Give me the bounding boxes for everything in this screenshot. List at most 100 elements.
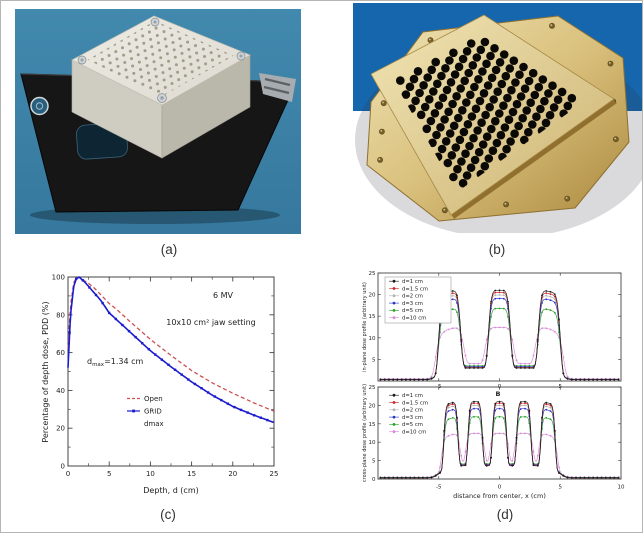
- series-marker: [481, 436, 484, 439]
- series-marker: [498, 294, 501, 296]
- collimator-hole: [470, 82, 479, 92]
- series-marker: [609, 378, 611, 381]
- series-marker: [502, 291, 505, 294]
- series-marker: [524, 402, 526, 405]
- series-marker: [481, 367, 484, 369]
- screw-highlight: [565, 197, 568, 199]
- series-marker: [524, 404, 526, 407]
- collimator-hole: [466, 39, 476, 48]
- x-tick-label: 10: [146, 470, 155, 478]
- series-marker: [566, 377, 569, 380]
- series-marker: [498, 289, 501, 292]
- series-marker: [502, 409, 505, 412]
- collimator-hole: [487, 73, 497, 83]
- block-hole: [152, 60, 156, 64]
- series-marker: [379, 477, 382, 479]
- legend-label: d=3 cm: [402, 301, 423, 307]
- caption-d: (d): [496, 507, 514, 522]
- series-marker: [536, 454, 539, 457]
- series-marker: [451, 290, 454, 292]
- block-hole: [210, 58, 214, 62]
- series-marker: [206, 391, 210, 394]
- collimator-hole: [455, 135, 465, 145]
- series-marker: [511, 354, 514, 357]
- screw-icon: [150, 17, 160, 27]
- series-marker: [545, 298, 548, 301]
- collimator-hole: [437, 144, 447, 154]
- series-marker: [549, 404, 552, 407]
- series-marker: [464, 450, 467, 453]
- series-marker: [400, 378, 403, 381]
- collimator-hole: [506, 137, 515, 146]
- collimator-hole: [489, 95, 498, 104]
- series-marker: [400, 477, 403, 479]
- collimator-hole: [448, 99, 457, 109]
- collimator-hole: [520, 84, 530, 93]
- collimator-hole: [422, 124, 432, 134]
- series-marker: [498, 400, 501, 403]
- series-marker: [583, 378, 586, 381]
- collimator-hole: [462, 98, 471, 107]
- y-tick-label: 100: [52, 274, 65, 282]
- collimator-hole: [445, 129, 455, 138]
- series-marker: [413, 378, 416, 381]
- y-tick-label: 10: [369, 336, 376, 342]
- series-marker: [498, 297, 501, 300]
- series-marker: [460, 454, 463, 457]
- block-hole: [153, 67, 157, 71]
- series-marker: [494, 297, 497, 300]
- series-marker: [447, 406, 450, 409]
- series-marker: [532, 354, 535, 357]
- series-marker: [549, 403, 552, 405]
- block-hole: [170, 82, 174, 85]
- series-marker: [451, 327, 454, 330]
- block-hole: [141, 82, 145, 86]
- block-hole: [146, 71, 150, 75]
- x-axis-label: distance from center, x (cm): [453, 492, 546, 500]
- collimator-hole: [563, 101, 573, 111]
- series-marker: [519, 401, 522, 403]
- block-hole: [116, 64, 120, 68]
- series-marker: [464, 464, 467, 467]
- collimator-hole: [567, 93, 577, 103]
- collimator-hole: [447, 151, 457, 160]
- series-marker: [511, 464, 514, 467]
- collimator-hole: [484, 154, 494, 163]
- series-marker: [468, 362, 471, 365]
- block-top-face: [71, 15, 251, 106]
- series-marker: [430, 377, 433, 380]
- collimator-hole: [401, 90, 411, 99]
- block-hole: [124, 68, 128, 72]
- collimator-hole: [426, 116, 436, 126]
- block-hole: [145, 64, 149, 68]
- series-marker: [443, 330, 446, 333]
- series-marker: [451, 308, 454, 311]
- block-hole: [194, 44, 197, 48]
- collimator-hole: [450, 70, 460, 79]
- series-marker: [481, 359, 484, 362]
- series-marker: [473, 367, 475, 369]
- screw-icon: [612, 136, 619, 143]
- collimator-hole: [467, 112, 477, 121]
- series-marker: [545, 294, 548, 297]
- series-marker: [541, 327, 543, 330]
- screw-icon: [564, 195, 571, 202]
- y-tick-label: 15: [369, 422, 376, 428]
- series-marker: [545, 292, 548, 295]
- collimator-hole: [519, 62, 528, 72]
- series-marker: [200, 387, 203, 390]
- block-hole: [151, 52, 155, 56]
- collimator-hole: [458, 106, 467, 115]
- tray-logo: [30, 96, 49, 116]
- collimator-hole: [520, 135, 529, 145]
- block-hole: [188, 55, 192, 59]
- series-marker: [447, 418, 450, 421]
- series-marker: [417, 378, 420, 381]
- legend-box: [384, 276, 452, 324]
- caption-a: (a): [160, 242, 178, 257]
- collimator-hole: [441, 137, 451, 146]
- series-marker: [528, 409, 531, 412]
- series-marker: [494, 409, 497, 412]
- annotation-jaw-setting: 10x10 cm² jaw setting: [166, 318, 256, 327]
- legend-marker: [392, 401, 396, 404]
